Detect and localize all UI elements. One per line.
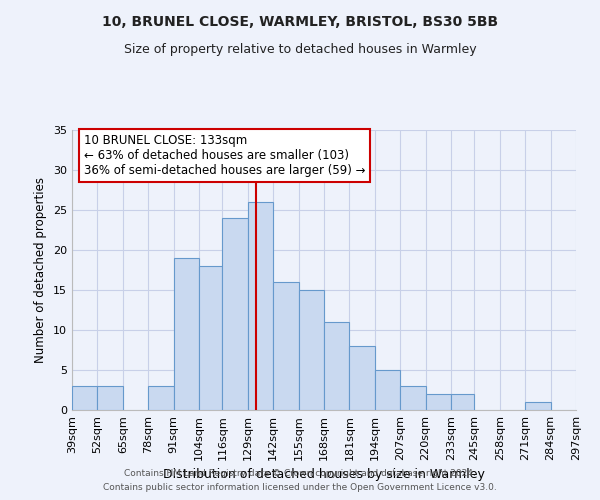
Y-axis label: Number of detached properties: Number of detached properties: [34, 177, 47, 363]
Bar: [375, 370, 400, 410]
Bar: [199, 266, 223, 410]
Text: 10 BRUNEL CLOSE: 133sqm
← 63% of detached houses are smaller (103)
36% of semi-d: 10 BRUNEL CLOSE: 133sqm ← 63% of detache…: [84, 134, 365, 177]
X-axis label: Distribution of detached houses by size in Warmley: Distribution of detached houses by size …: [163, 468, 485, 481]
Bar: [173, 258, 199, 410]
Bar: [324, 322, 349, 410]
Text: 10, BRUNEL CLOSE, WARMLEY, BRISTOL, BS30 5BB: 10, BRUNEL CLOSE, WARMLEY, BRISTOL, BS30…: [102, 15, 498, 29]
Text: Contains public sector information licensed under the Open Government Licence v3: Contains public sector information licen…: [103, 484, 497, 492]
Text: Contains HM Land Registry data © Crown copyright and database right 2024.: Contains HM Land Registry data © Crown c…: [124, 468, 476, 477]
Bar: [525, 402, 551, 410]
Bar: [72, 386, 97, 410]
Bar: [299, 290, 324, 410]
Bar: [97, 386, 123, 410]
Bar: [425, 394, 451, 410]
Text: Size of property relative to detached houses in Warmley: Size of property relative to detached ho…: [124, 42, 476, 56]
Bar: [273, 282, 299, 410]
Bar: [451, 394, 475, 410]
Bar: [148, 386, 173, 410]
Bar: [400, 386, 425, 410]
Bar: [248, 202, 273, 410]
Bar: [349, 346, 375, 410]
Bar: [223, 218, 248, 410]
